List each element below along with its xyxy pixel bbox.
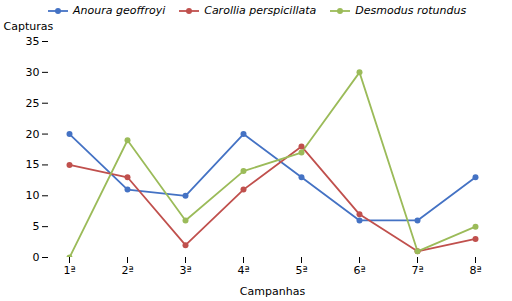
svg-text:20: 20	[26, 128, 40, 141]
svg-text:6ª: 6ª	[353, 264, 365, 277]
svg-text:2ª: 2ª	[121, 264, 133, 277]
html-text:Anoura geoffroyi: Anoura geoffroyi	[73, 4, 166, 17]
svg-text:30: 30	[26, 66, 40, 79]
svg-text:15: 15	[26, 158, 40, 171]
svg-text:Campanhas: Campanhas	[240, 285, 306, 298]
html-text:Desmodus rotundus: Desmodus rotundus	[355, 4, 467, 17]
svg-text:5ª: 5ª	[295, 264, 307, 277]
svg-text:8ª: 8ª	[469, 264, 481, 277]
svg-text:0: 0	[33, 251, 40, 264]
html-text:Carollia perspicillata: Carollia perspicillata	[204, 4, 317, 17]
svg-text:3ª: 3ª	[179, 264, 191, 277]
svg-text:7ª: 7ª	[411, 264, 423, 277]
svg-text:5: 5	[33, 220, 40, 233]
svg-text:10: 10	[26, 189, 40, 202]
svg-text:1ª: 1ª	[63, 264, 75, 277]
svg-text:25: 25	[26, 97, 40, 110]
svg-text:4ª: 4ª	[237, 264, 249, 277]
svg-text:35: 35	[26, 35, 40, 48]
svg-text:Capturas: Capturas	[4, 20, 54, 33]
